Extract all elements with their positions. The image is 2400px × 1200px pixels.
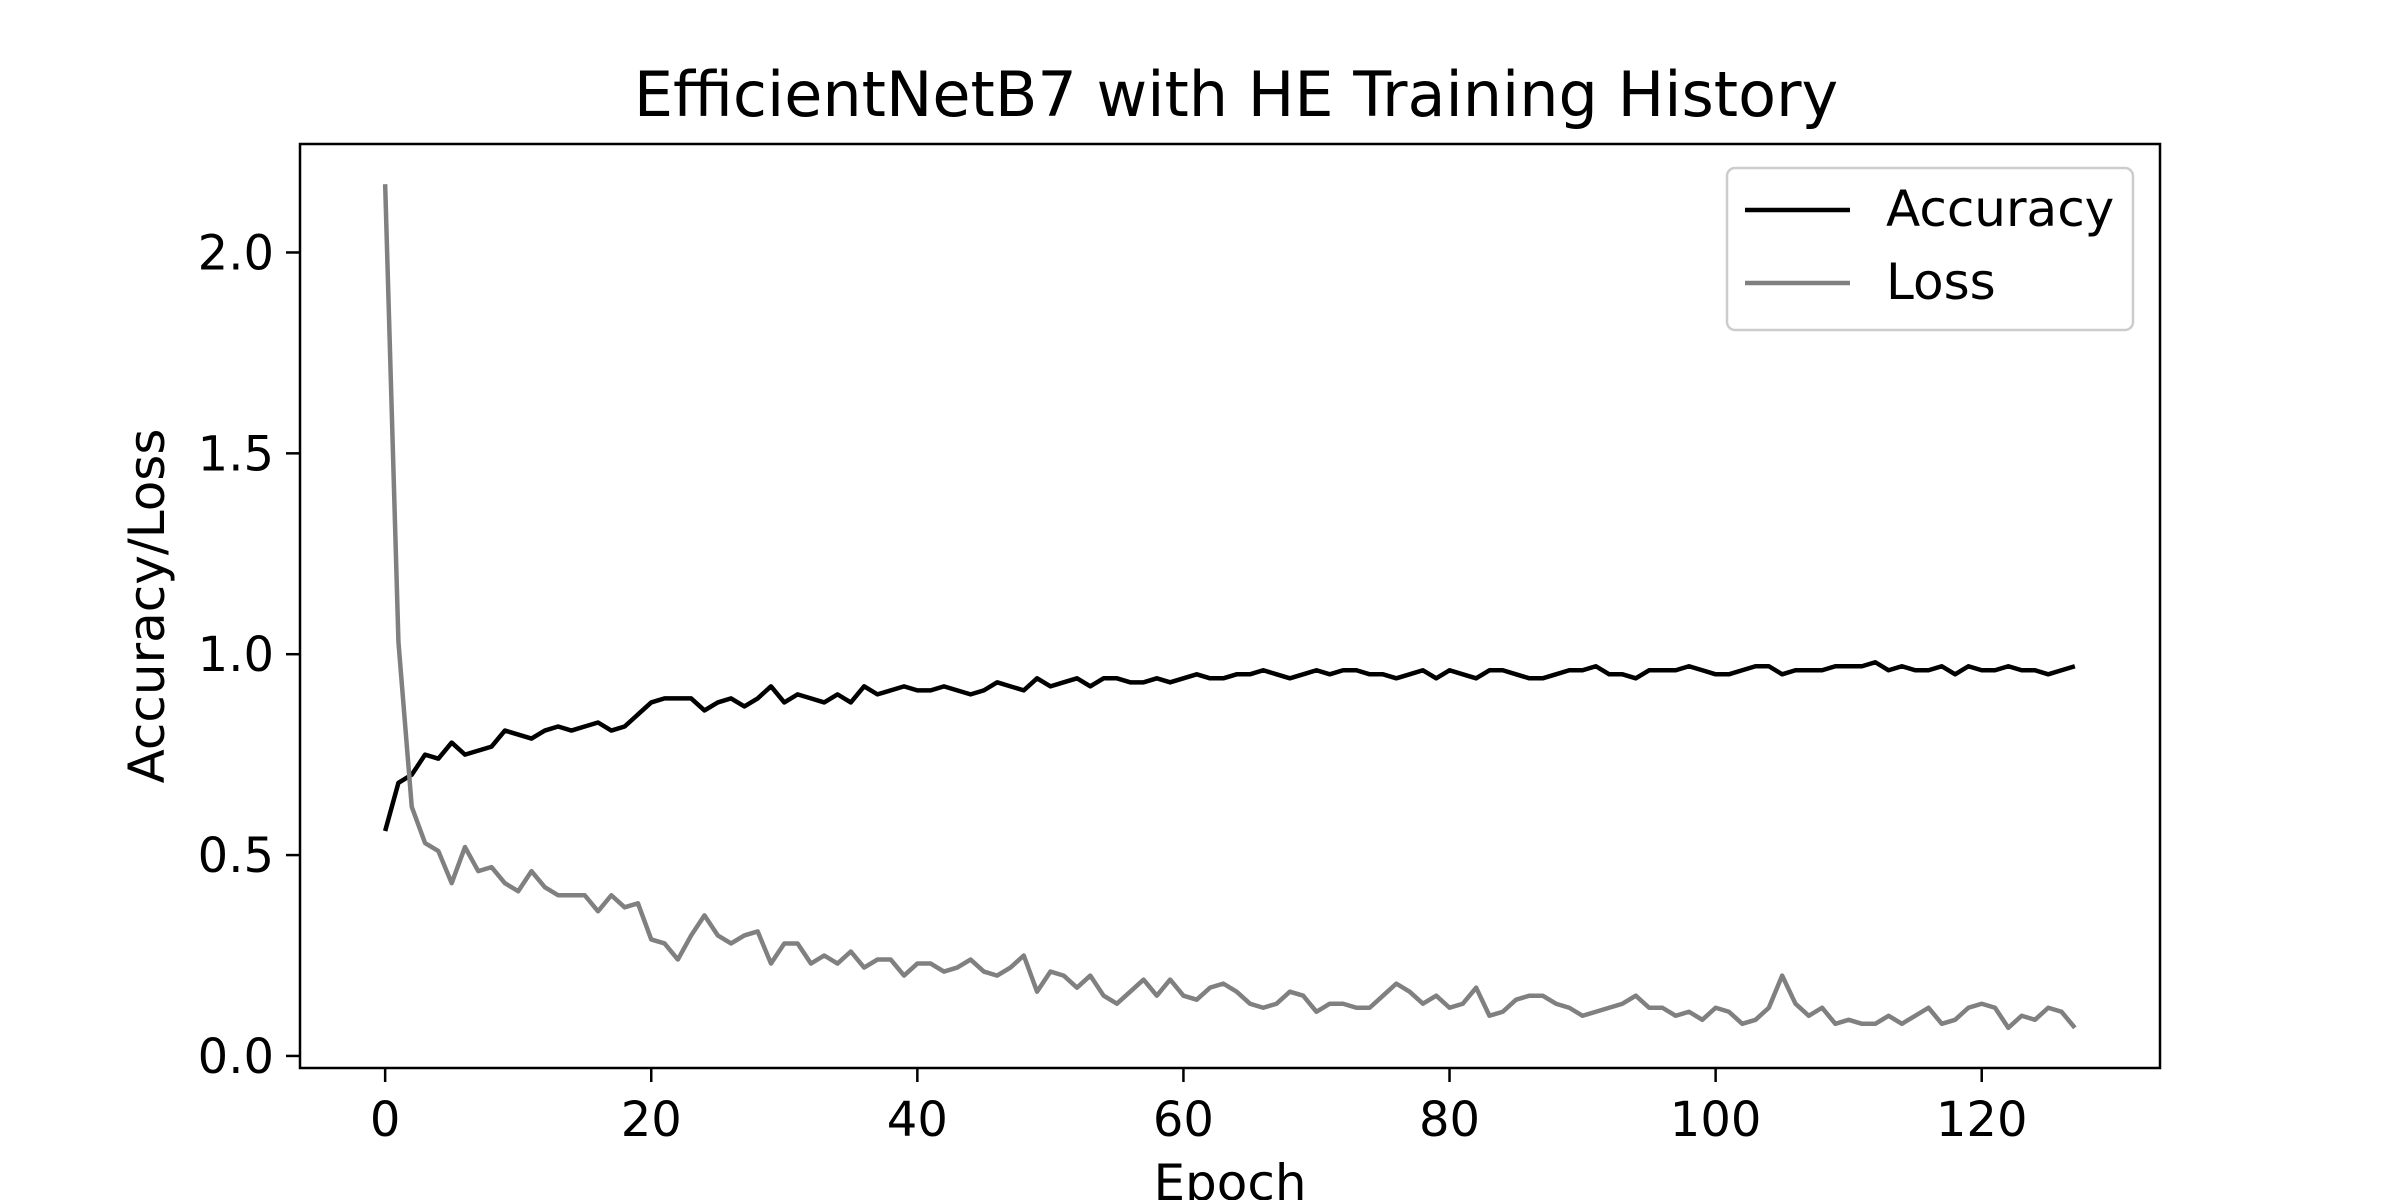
y-tick-label: 1.0 bbox=[198, 627, 274, 683]
series-layer bbox=[382, 184, 2077, 1031]
series-line-loss bbox=[382, 184, 2077, 1031]
x-axis-label: Epoch bbox=[1153, 1154, 1306, 1200]
legend-label-accuracy: Accuracy bbox=[1886, 180, 2114, 238]
x-tick-label: 40 bbox=[887, 1092, 948, 1148]
series-line-accuracy bbox=[382, 659, 2076, 832]
x-tick-label: 100 bbox=[1670, 1092, 1762, 1148]
x-tick-label: 80 bbox=[1419, 1092, 1480, 1148]
x-tick-label: 20 bbox=[621, 1092, 682, 1148]
y-tick-label: 1.5 bbox=[198, 426, 274, 482]
y-tick-label: 2.0 bbox=[198, 225, 274, 281]
y-axis-label: Accuracy/Loss bbox=[118, 429, 176, 784]
plot-frame bbox=[298, 142, 2162, 1070]
x-tick-label: 60 bbox=[1153, 1092, 1214, 1148]
y-axis-ticks: 0.0 0.5 1.0 1.5 2.0 bbox=[198, 225, 300, 1085]
y-tick-label: 0.0 bbox=[198, 1029, 274, 1085]
x-axis-ticks: 0 20 40 60 80 100 120 bbox=[370, 1068, 2028, 1148]
legend: Accuracy Loss bbox=[1725, 166, 2135, 332]
legend-label-loss: Loss bbox=[1886, 253, 1996, 311]
y-tick-label: 0.5 bbox=[198, 828, 274, 884]
x-tick-label: 0 bbox=[370, 1092, 401, 1148]
x-tick-label: 120 bbox=[1936, 1092, 2028, 1148]
chart-title: EfficientNetB7 with HE Training History bbox=[634, 58, 1838, 131]
